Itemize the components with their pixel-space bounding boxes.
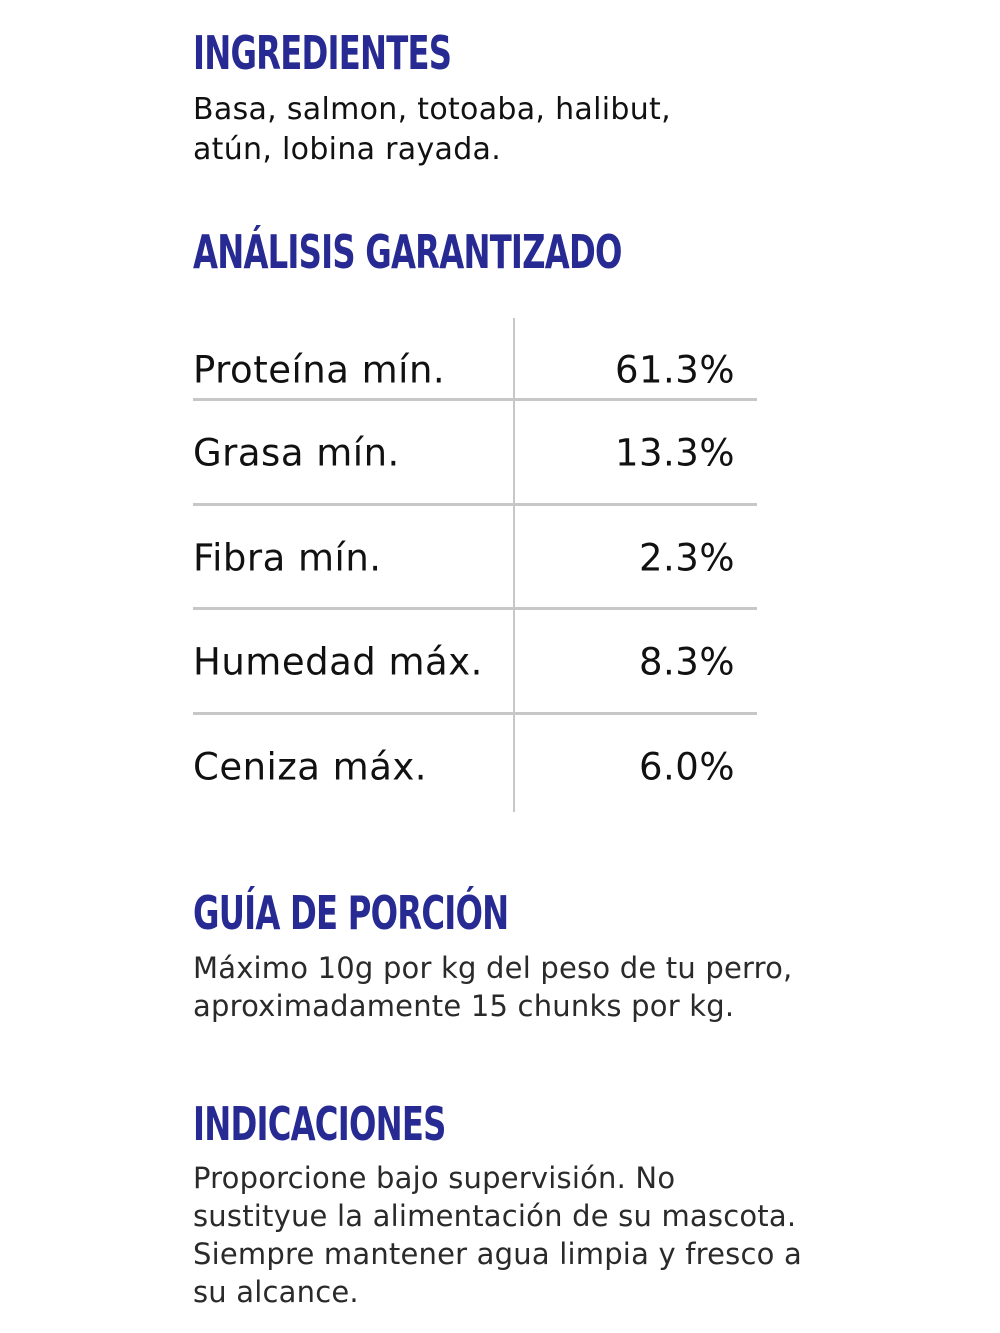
- serving-guide-heading: GUÍA DE PORCIÓN: [193, 886, 509, 940]
- ingredients-line: Basa, salmon, totoaba, halibut,: [193, 92, 671, 127]
- table-row-moisture: Humedad máx. 8.3%: [193, 610, 757, 714]
- row-label: Grasa mín.: [193, 431, 400, 475]
- row-label: Humedad máx.: [193, 640, 483, 684]
- indications-heading: INDICACIONES: [193, 1097, 446, 1151]
- serving-guide-line: aproximadamente 15 chunks por kg.: [193, 989, 735, 1023]
- row-value: 13.3%: [614, 431, 735, 475]
- table-row-protein: Proteína mín. 61.3%: [193, 318, 757, 422]
- analysis-heading: ANÁLISIS GARANTIZADO: [193, 225, 622, 279]
- analysis-table: Proteína mín. 61.3% Grasa mín. 13.3% Fib…: [193, 318, 757, 812]
- indications-line: Siempre mantener agua limpia y fresco a: [193, 1237, 802, 1271]
- indications-line: su alcance.: [193, 1275, 359, 1309]
- row-value: 61.3%: [614, 348, 735, 392]
- serving-guide-text: Máximo 10g por kg del peso de tu perro, …: [193, 949, 792, 1025]
- row-value: 8.3%: [639, 640, 735, 684]
- row-value: 2.3%: [639, 536, 735, 580]
- serving-guide-line: Máximo 10g por kg del peso de tu perro,: [193, 951, 793, 985]
- indications-line: sustityue la alimentación de su mascota.: [193, 1199, 797, 1233]
- row-divider: [193, 398, 757, 401]
- row-value: 6.0%: [639, 745, 735, 789]
- row-label: Fibra mín.: [193, 536, 382, 580]
- row-divider: [193, 712, 757, 715]
- ingredients-line: atún, lobina rayada.: [193, 132, 502, 167]
- row-divider: [193, 503, 757, 506]
- ingredients-text: Basa, salmon, totoaba, halibut, atún, lo…: [193, 90, 671, 170]
- table-column-divider: [513, 318, 515, 812]
- indications-text: Proporcione bajo supervisión. No sustity…: [193, 1159, 802, 1311]
- row-divider: [193, 607, 757, 610]
- indications-line: Proporcione bajo supervisión. No: [193, 1161, 676, 1195]
- table-row-fat: Grasa mín. 13.3%: [193, 401, 757, 505]
- ingredients-heading: INGREDIENTES: [193, 26, 452, 80]
- row-label: Ceniza máx.: [193, 745, 428, 789]
- row-label: Proteína mín.: [193, 348, 446, 392]
- table-row-fiber: Fibra mín. 2.3%: [193, 506, 757, 610]
- table-row-ash: Ceniza máx. 6.0%: [193, 715, 757, 819]
